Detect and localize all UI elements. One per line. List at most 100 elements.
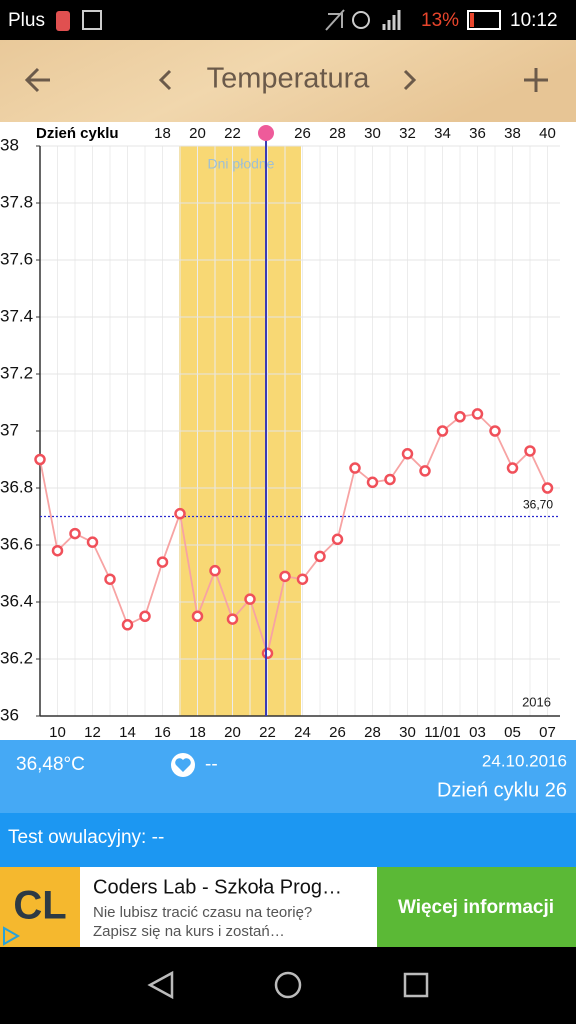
y-tick-label: 37.2 [0,363,33,382]
temperature-point [139,610,151,622]
x-tick-label: 16 [154,724,171,741]
battery-icon [467,10,501,30]
ad-choices-icon[interactable] [3,926,21,946]
ad-button-label: Więcej informacji [398,897,554,918]
carrier: Plus [8,10,45,31]
header-title: Temperatura [207,63,371,95]
temperature-value: 36,48°C [16,754,85,775]
temperature-point [541,482,554,494]
temperature-point [419,465,431,477]
nav-bar [0,947,576,1024]
temperature-point [384,473,396,486]
y-tick-label: 36.2 [0,648,33,667]
signal-icon [382,10,401,30]
x-tick-label: 28 [364,724,381,741]
back-button[interactable] [24,67,50,93]
battery-percent: 13% [421,10,459,31]
ad-button[interactable] [377,867,576,947]
temperature-point [69,527,81,540]
temperature-point [489,425,501,437]
temperature-point [454,411,466,423]
temperature-point [209,564,221,577]
temperature-point [104,573,116,585]
x2-tick-label: 34 [434,125,451,142]
temperature-point [524,445,536,457]
y-tick-label: 37.6 [0,249,33,268]
notification-icon [56,11,70,31]
x-tick-label: 10 [49,724,66,741]
temperature-point [296,573,309,585]
heart-value: -- [205,754,218,775]
x-tick-label: 07 [539,724,556,741]
temperature-point [51,544,64,557]
x2-axis-label: Dzień cyklu [36,125,119,142]
temperature-point [279,570,291,583]
temperature-point [349,462,361,474]
next-button[interactable] [403,69,417,91]
x-tick-label: 05 [504,724,521,741]
x2-tick-label: 22 [224,125,241,142]
temperature-point [156,556,169,568]
temperature-point [226,613,239,625]
ad-line2: Zapisz się na kurs i zostań… [93,923,285,940]
x2-tick-label: 32 [399,125,416,142]
y-tick-label: 37.8 [0,192,33,211]
y-tick-label: 36.4 [0,591,33,610]
year-label: 2016 [522,694,551,709]
temperature-point [174,507,186,520]
ad-line1: Nie lubisz tracić czasu na teorię? [93,904,312,921]
x2-tick-label: 30 [364,125,381,142]
x-tick-label: 12 [84,724,101,741]
heart-shape [175,758,191,772]
temperature-point [401,448,414,460]
info-bar [0,740,576,813]
x-tick-label: 26 [329,724,346,741]
temperature-point [261,647,274,660]
clock: 10:12 [510,10,558,31]
x2-tick-label: 38 [504,125,521,142]
ovulation-test-bar[interactable] [0,813,576,867]
alarm-icon [352,11,370,29]
x-tick-label: 30 [399,724,416,741]
temperature-point [506,462,519,474]
x-tick-label: 20 [224,724,241,741]
nav-home[interactable] [274,971,302,999]
x-tick-label: 03 [469,724,486,741]
nav-back[interactable] [147,970,174,1000]
x2-tick-label: 28 [329,125,346,142]
ad-logo: CL [13,884,66,928]
x2-tick-label: 36 [469,125,486,142]
temperature-point [244,593,256,605]
x-tick-label: 22 [259,724,276,741]
ovulation-test: Test owulacyjny: -- [8,827,164,848]
x2-tick-label: 18 [154,125,171,142]
ad-title: Coders Lab - Szkoła Prog… [93,876,342,898]
temperature-point [86,536,99,548]
x2-tick-label: 40 [539,125,556,142]
temperature-point [121,619,134,631]
battery-level [470,13,474,27]
x-tick-label: 11/01 [424,724,460,741]
status-bar [0,0,576,40]
add-button[interactable] [524,68,548,92]
temperature-point [34,453,46,466]
ovulation-icon [258,125,274,141]
x-tick-label: 24 [294,724,311,741]
date: 24.10.2016 [482,751,567,770]
temperature-point [191,610,204,622]
previous-button[interactable] [158,69,172,91]
y-tick-label: 36.8 [0,477,33,496]
x2-tick-label: 26 [294,125,311,142]
cycle-day: Dzień cyklu 26 [437,779,567,801]
fertile-label: Dni płodne [208,156,275,172]
reference-label: 36,70 [523,498,553,512]
y-tick-label: 36.6 [0,534,33,553]
temperature-point [436,425,449,437]
temperature-point [331,533,344,546]
mute-icon [325,9,345,31]
temperature-point [366,476,379,489]
nav-recent[interactable] [403,972,429,998]
temperature-point [471,408,484,420]
